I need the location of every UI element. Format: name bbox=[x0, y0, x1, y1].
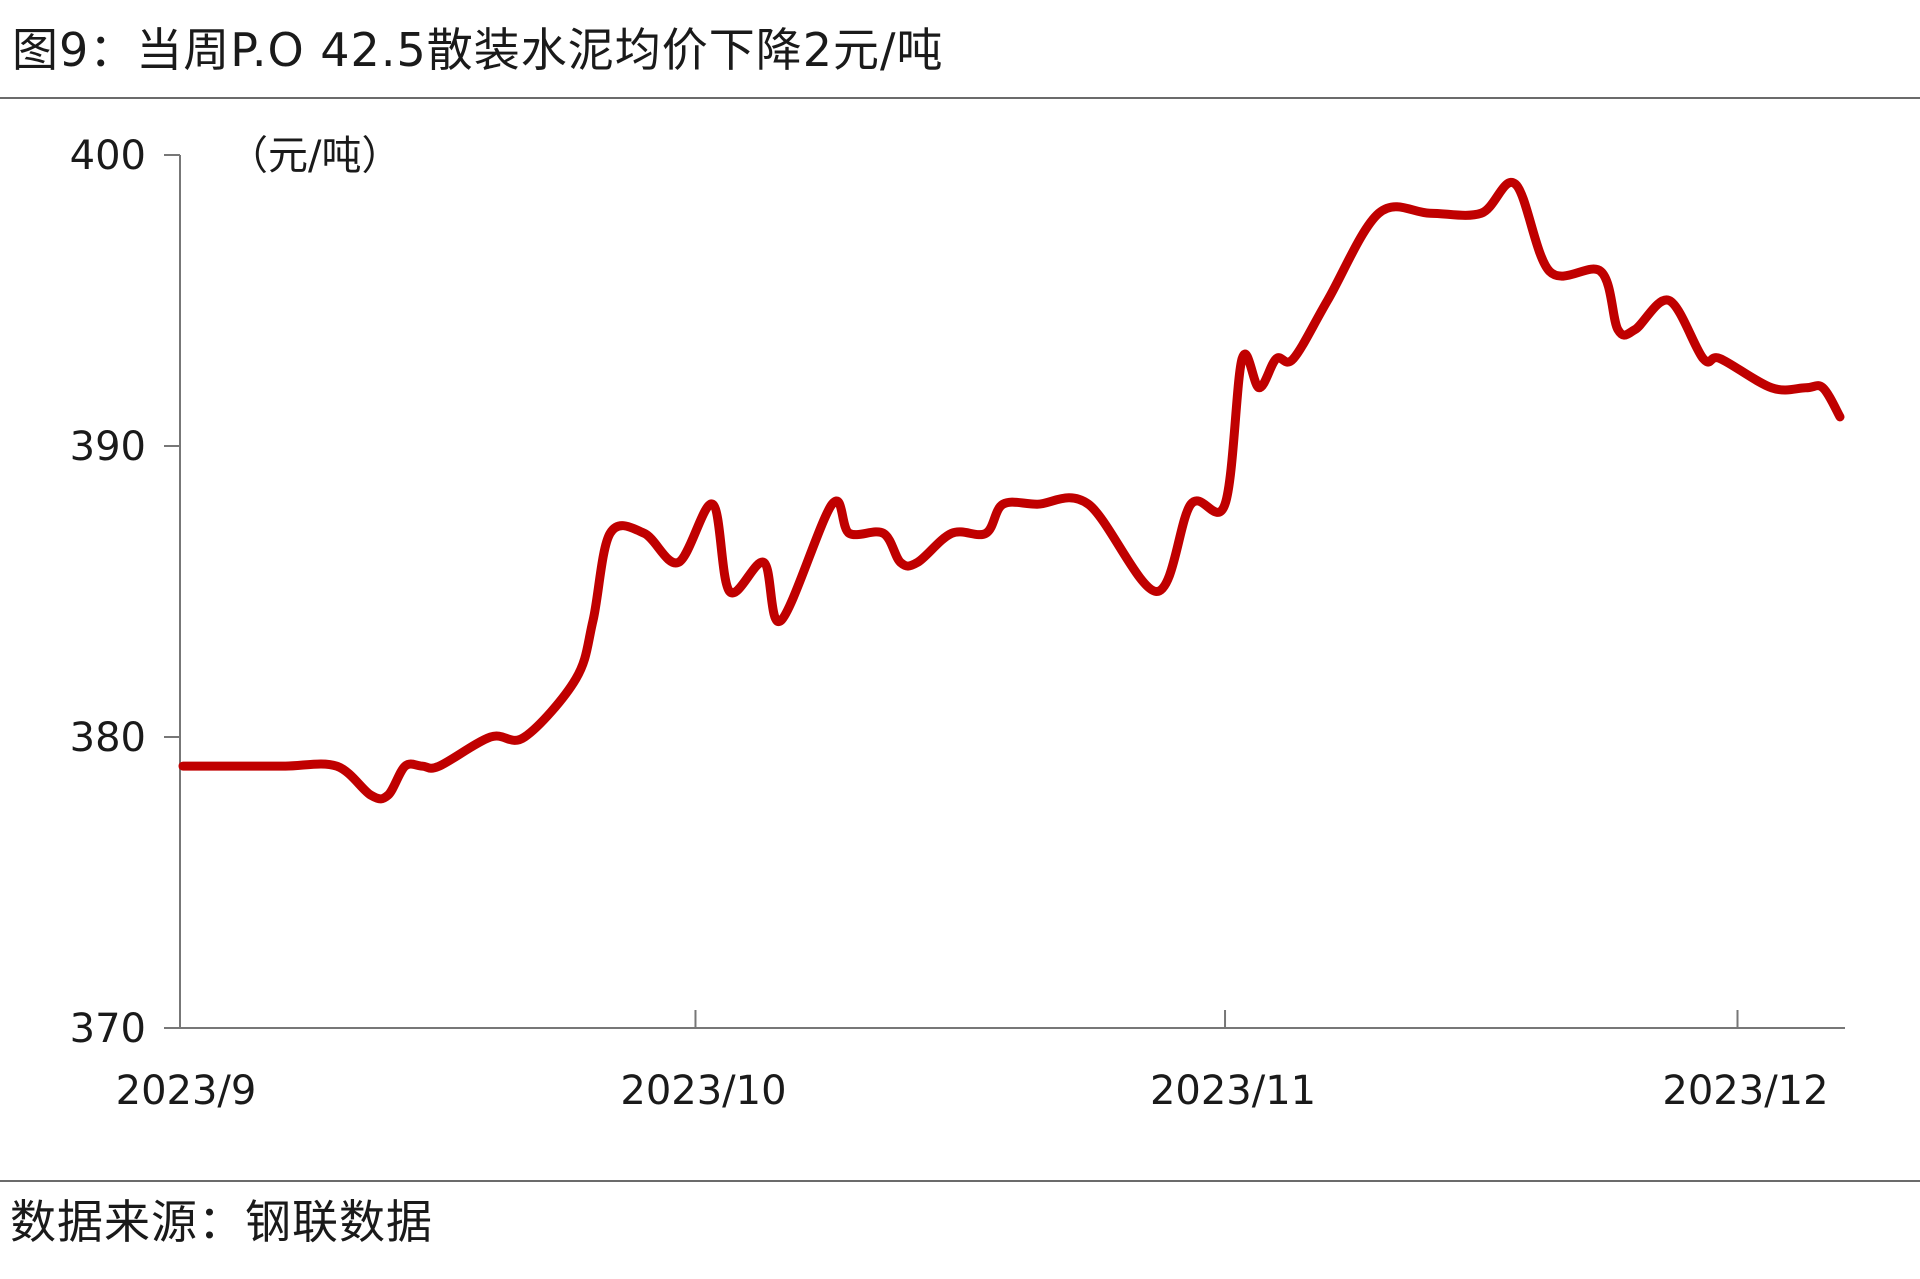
x-axis-labels: 2023/9 2023/10 2023/11 2023/12 bbox=[116, 1068, 1829, 1114]
x-tick-label: 2023/10 bbox=[620, 1068, 786, 1114]
x-tick-label: 2023/9 bbox=[116, 1068, 257, 1114]
x-tick-label: 2023/11 bbox=[1150, 1068, 1316, 1114]
y-unit-label: （元/吨） bbox=[228, 133, 401, 179]
bottom-divider bbox=[0, 1180, 1920, 1182]
y-tick-label: 400 bbox=[70, 133, 146, 179]
figure-title: 图9：当周P.O 42.5散装水泥均价下降2元/吨 bbox=[12, 23, 944, 77]
data-source: 数据来源：钢联数据 bbox=[10, 1195, 433, 1249]
y-axis-labels: 400 390 380 370 bbox=[70, 133, 146, 1052]
y-tick-label: 370 bbox=[70, 1006, 146, 1052]
line-chart: 400 390 380 370 2023/9 2023/10 2023/11 2023/12… bbox=[70, 133, 1845, 1114]
top-divider bbox=[0, 97, 1920, 99]
series-line-cement-price bbox=[178, 177, 1845, 804]
x-tick-label: 2023/12 bbox=[1662, 1068, 1828, 1114]
y-tick-label: 380 bbox=[70, 715, 146, 761]
y-tick-label: 390 bbox=[70, 424, 146, 470]
chart-axes bbox=[164, 154, 1845, 1029]
